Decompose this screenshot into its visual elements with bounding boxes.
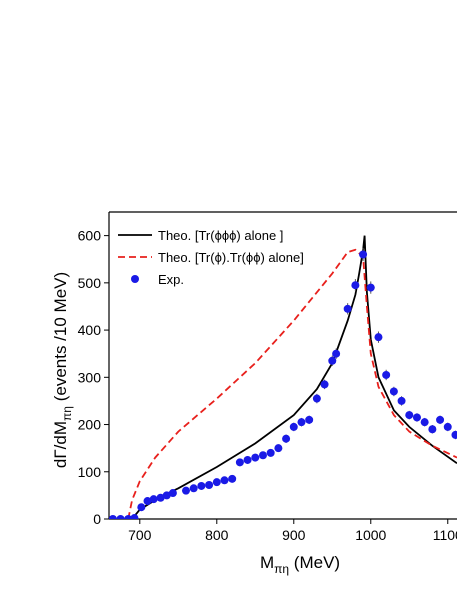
- data-point: [343, 304, 352, 313]
- data-point: [366, 283, 375, 292]
- data-point: [220, 476, 229, 485]
- y-tick-label: 500: [78, 275, 102, 291]
- data-point: [143, 497, 152, 506]
- data-point: [109, 515, 117, 519]
- y-axis-label: dΓ/dMπη (events /10 MeV): [51, 272, 74, 468]
- data-point: [228, 474, 237, 483]
- data-point: [235, 458, 244, 467]
- y-label-rest: (events /10 MeV): [51, 272, 70, 406]
- legend-label: Theo. [Tr(ϕϕϕ) alone ]: [158, 228, 283, 243]
- x-label-sub: πη: [274, 562, 289, 576]
- x-tick-label: 700: [128, 527, 152, 543]
- data-point: [124, 515, 133, 519]
- data-point: [412, 413, 421, 422]
- data-point: [156, 493, 165, 502]
- data-point: [443, 422, 452, 431]
- data-point: [328, 356, 337, 365]
- legend-swatch: [131, 275, 139, 283]
- data-point: [305, 415, 314, 424]
- y-label-main: dΓ/dM: [51, 421, 70, 468]
- data-point: [436, 415, 445, 424]
- y-tick-label: 200: [78, 417, 102, 433]
- data-point: [137, 503, 146, 512]
- data-point: [420, 418, 429, 427]
- data-point: [289, 422, 298, 431]
- data-point: [266, 448, 275, 457]
- y-tick-label: 0: [93, 511, 101, 527]
- data-point: [258, 451, 267, 460]
- data-point: [130, 514, 139, 519]
- x-label-main: M: [260, 553, 274, 572]
- data-point: [312, 394, 321, 403]
- x-tick-label: 900: [282, 527, 306, 543]
- data-point: [320, 380, 329, 389]
- data-point: [451, 430, 457, 439]
- data-point: [197, 481, 206, 490]
- x-axis-label: Mπη (MeV): [260, 553, 340, 576]
- y-tick-label: 100: [78, 464, 102, 480]
- data-point: [351, 281, 360, 290]
- y-tick-label: 400: [78, 322, 102, 338]
- y-label-sub: πη: [60, 406, 74, 421]
- data-point: [428, 425, 437, 434]
- x-tick-label: 1100: [433, 527, 457, 543]
- data-point: [359, 250, 368, 259]
- data-point: [162, 491, 171, 500]
- data-point: [189, 484, 198, 493]
- data-point: [274, 444, 283, 453]
- data-point: [243, 455, 252, 464]
- legend-label: Exp.: [158, 272, 184, 287]
- theory-curve: [127, 248, 457, 519]
- data-point: [374, 333, 383, 342]
- data-point: [332, 349, 341, 358]
- y-tick-label: 600: [78, 228, 102, 244]
- x-tick-label: 1000: [355, 527, 386, 543]
- data-point: [168, 489, 177, 498]
- theory-curve: [131, 235, 457, 519]
- data-point: [149, 495, 158, 504]
- plot-area: [109, 235, 457, 519]
- data-point: [116, 515, 125, 519]
- data-point: [212, 478, 221, 487]
- data-point: [282, 434, 291, 443]
- x-tick-label: 800: [205, 527, 229, 543]
- x-label-rest: (MeV): [289, 553, 340, 572]
- data-point: [389, 387, 398, 396]
- data-point: [181, 486, 190, 495]
- data-point: [251, 453, 260, 462]
- data-point: [297, 418, 306, 427]
- data-point: [397, 396, 406, 405]
- legend-label: Theo. [Tr(ϕ).Tr(ϕϕ) alone]: [158, 250, 304, 265]
- data-point: [205, 480, 214, 489]
- data-point: [382, 370, 391, 379]
- y-tick-label: 300: [78, 369, 102, 385]
- data-point: [405, 411, 414, 420]
